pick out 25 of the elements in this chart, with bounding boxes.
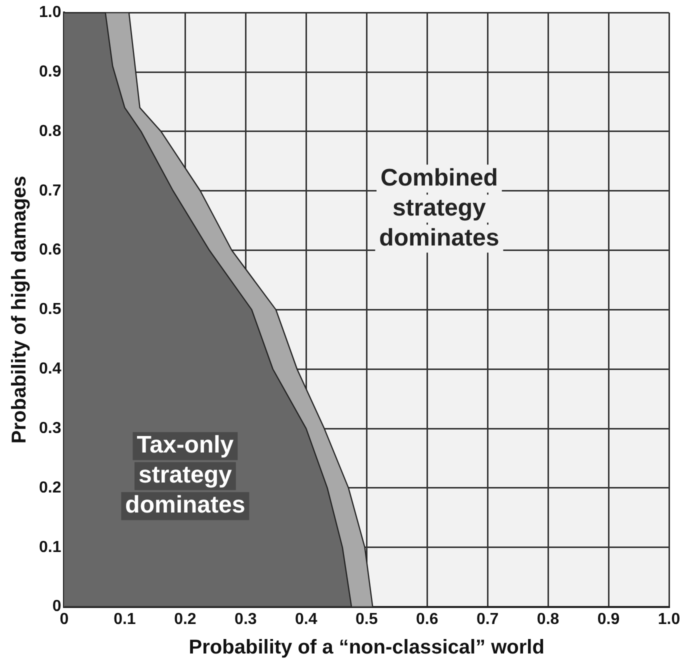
y-tick-label: 0.5	[38, 301, 62, 318]
y-tick-label: 0.3	[38, 420, 62, 437]
y-tick-label: 0.2	[38, 479, 62, 496]
y-axis-title: Probability of high damages	[8, 176, 31, 444]
annotation: Combined strategy dominates	[379, 164, 500, 252]
y-tick-label: 1.0	[38, 4, 62, 22]
x-tick-label: 0.7	[476, 610, 499, 628]
x-tick-label: 0.1	[114, 610, 136, 628]
x-tick-label: 0.9	[597, 610, 620, 628]
x-tick-label: 0.4	[295, 610, 318, 628]
x-tick-label: 0.3	[234, 610, 257, 628]
y-tick-label: 0.9	[38, 63, 62, 80]
x-tick-label: 1.0	[658, 610, 680, 628]
y-tick-label: 0.6	[38, 242, 62, 259]
x-tick-label: 0.8	[536, 610, 560, 628]
x-axis-title: Probability of a “non-classical” world	[188, 636, 544, 659]
y-tick-label: 0.7	[38, 182, 62, 200]
y-tick-label: 0	[52, 598, 62, 616]
x-tick-label: 0.5	[355, 610, 378, 628]
x-tick-label: 0.6	[416, 610, 438, 628]
y-tick-label: 0.1	[38, 538, 62, 556]
x-tick-label: 0.2	[174, 610, 196, 628]
y-tick-label: 0.4	[38, 360, 62, 378]
y-tick-label: 0.8	[38, 122, 62, 140]
annotation: Tax-only strategy dominates	[125, 432, 246, 519]
